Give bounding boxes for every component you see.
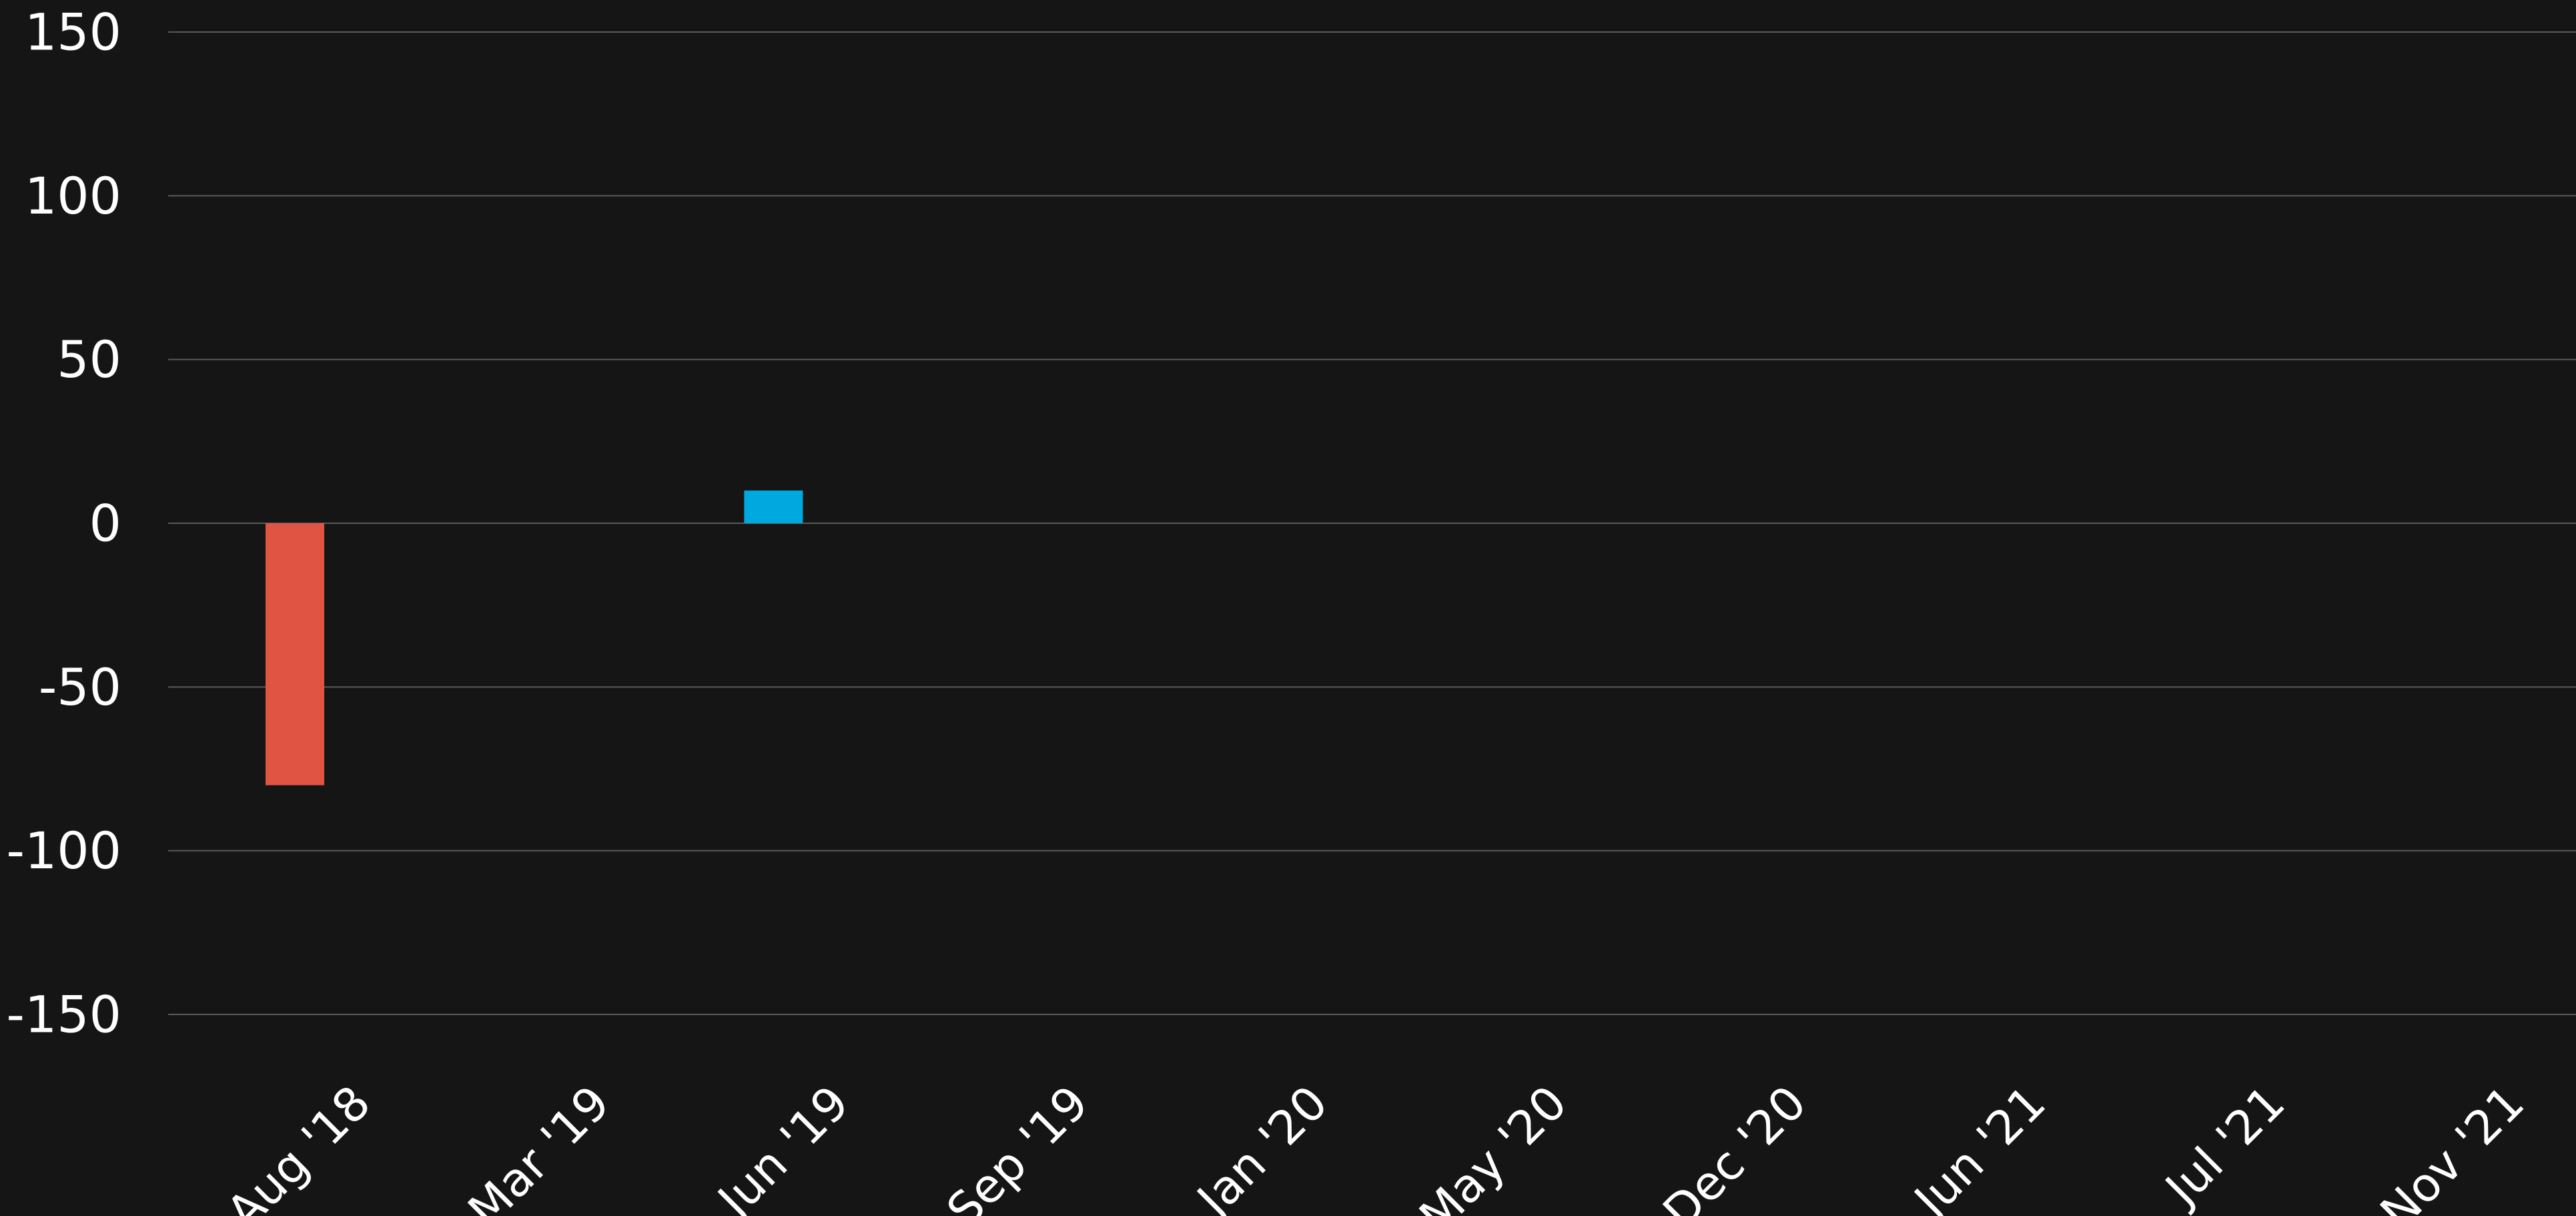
y-tick-label: -50 — [39, 657, 121, 717]
y-tick-label: 100 — [25, 166, 121, 226]
bar — [744, 490, 803, 523]
y-axis: 150 100 50 0 -50 -100 -150 — [7, 3, 121, 1044]
y-tick-label: 150 — [25, 3, 121, 62]
bars — [266, 490, 803, 786]
y-tick-label: 0 — [89, 494, 121, 553]
gridlines — [168, 31, 2576, 1015]
bar — [266, 523, 324, 786]
y-tick-label: 50 — [57, 330, 121, 389]
y-tick-label: -100 — [7, 821, 121, 880]
y-tick-label: -150 — [7, 985, 121, 1044]
